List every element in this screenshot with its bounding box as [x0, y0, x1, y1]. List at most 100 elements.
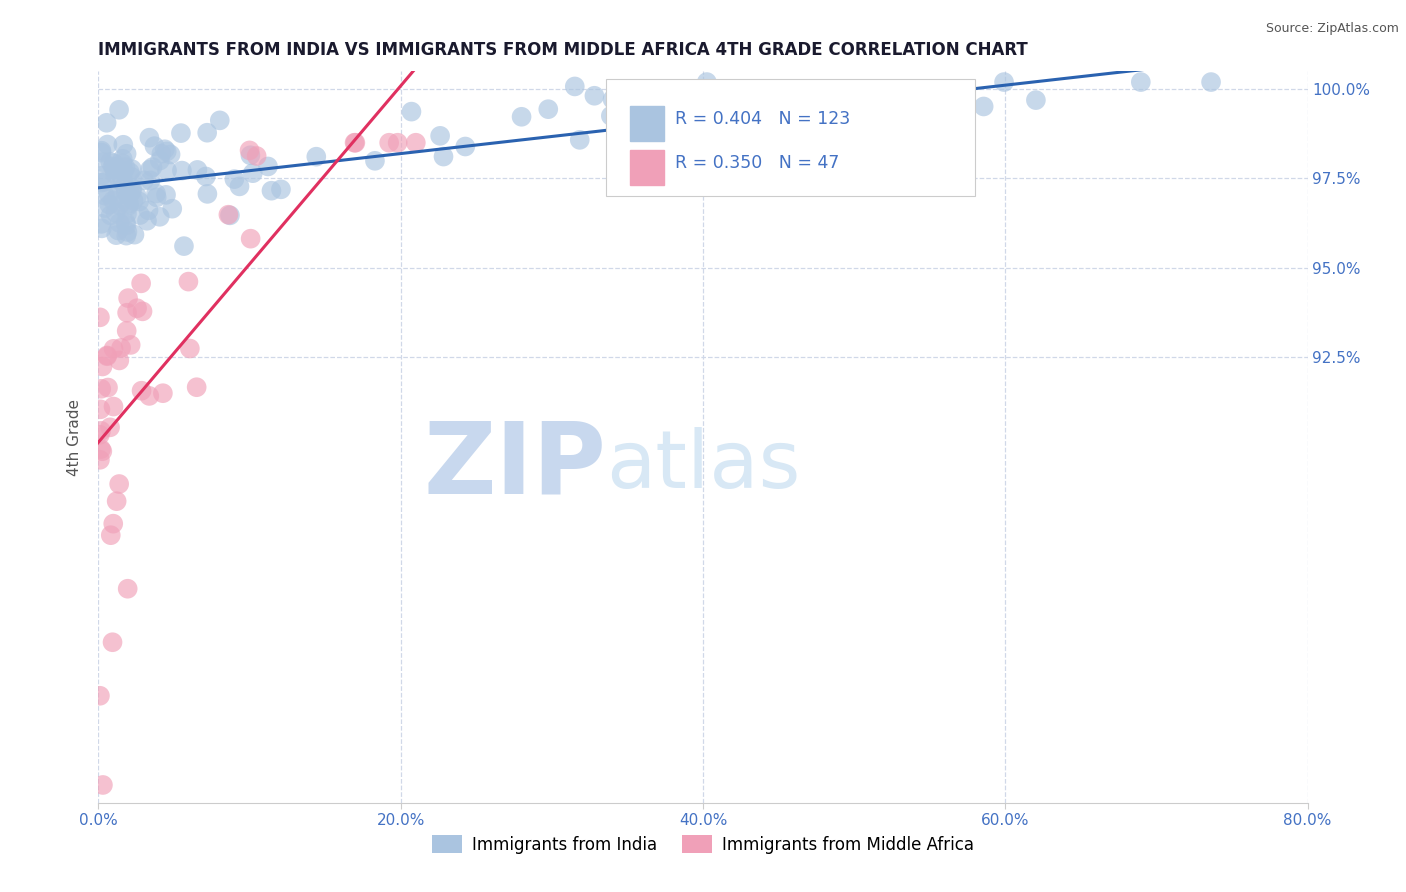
Point [117, 188, 139, 202]
Point [118, 186, 141, 201]
Point [94, 188, 117, 202]
Point [120, 338, 142, 352]
Point [91, 778, 114, 792]
Point [721, 112, 744, 127]
Point [104, 161, 127, 176]
Point [139, 162, 162, 177]
Point [104, 162, 127, 177]
Point [141, 160, 163, 174]
Point [651, 137, 673, 152]
Point [568, 133, 591, 147]
Point [103, 156, 125, 170]
Point [125, 189, 148, 203]
Point [104, 205, 127, 219]
Point [89, 427, 111, 442]
Point [537, 102, 560, 116]
Point [103, 516, 125, 531]
Point [156, 145, 179, 159]
Point [108, 353, 131, 368]
Point [124, 227, 146, 242]
Point [96, 137, 118, 152]
Point [117, 582, 139, 596]
Point [122, 194, 145, 208]
Point [115, 207, 138, 221]
Point [98, 155, 121, 169]
Point [583, 88, 606, 103]
Point [89, 402, 111, 417]
Point [104, 168, 127, 182]
Point [118, 196, 141, 211]
FancyBboxPatch shape [630, 150, 664, 185]
Point [101, 635, 124, 649]
Point [117, 199, 139, 213]
Point [208, 113, 231, 128]
Point [90, 442, 112, 456]
Point [117, 291, 139, 305]
Y-axis label: 4th Grade: 4th Grade [67, 399, 83, 475]
Point [152, 386, 174, 401]
Point [90, 424, 112, 438]
Point [115, 306, 138, 320]
Point [121, 162, 143, 177]
FancyBboxPatch shape [630, 106, 664, 141]
Point [112, 137, 135, 152]
Point [257, 160, 280, 174]
Text: atlas: atlas [606, 427, 800, 506]
Point [97, 380, 120, 394]
Point [610, 157, 633, 171]
Point [96, 349, 118, 363]
Point [91, 444, 114, 458]
Point [138, 130, 160, 145]
Point [132, 173, 155, 187]
FancyBboxPatch shape [606, 78, 976, 195]
Point [510, 110, 533, 124]
Point [90, 145, 112, 160]
Point [121, 170, 143, 185]
Point [98, 420, 121, 434]
Point [108, 477, 131, 491]
Point [136, 214, 159, 228]
Text: R = 0.404   N = 123: R = 0.404 N = 123 [675, 110, 851, 128]
Point [699, 106, 721, 120]
Point [153, 142, 176, 156]
Point [150, 146, 173, 161]
Point [121, 181, 143, 195]
Point [91, 155, 114, 169]
Point [114, 178, 136, 193]
Point [108, 103, 131, 117]
Point [115, 324, 138, 338]
Point [239, 232, 262, 246]
Point [111, 156, 134, 170]
Point [138, 389, 160, 403]
Point [194, 169, 217, 184]
Point [89, 452, 111, 467]
Point [228, 179, 250, 194]
Point [170, 126, 193, 140]
Point [454, 139, 477, 153]
Point [101, 160, 124, 174]
Point [378, 136, 401, 150]
Point [239, 144, 262, 158]
Point [97, 187, 120, 202]
Point [195, 126, 218, 140]
Point [96, 116, 118, 130]
Point [112, 163, 135, 178]
Point [239, 148, 262, 162]
Text: Source: ZipAtlas.com: Source: ZipAtlas.com [1265, 22, 1399, 36]
Point [755, 100, 778, 114]
Point [177, 275, 200, 289]
Point [429, 128, 451, 143]
Point [94, 201, 117, 215]
Point [90, 144, 112, 158]
Point [107, 188, 129, 202]
Point [117, 225, 139, 239]
Point [145, 190, 167, 204]
Point [129, 208, 152, 222]
Point [1129, 75, 1152, 89]
Point [143, 139, 166, 153]
Text: ZIP: ZIP [423, 417, 606, 515]
Point [432, 150, 454, 164]
Point [159, 147, 181, 161]
Point [1199, 75, 1222, 89]
Point [110, 341, 132, 355]
